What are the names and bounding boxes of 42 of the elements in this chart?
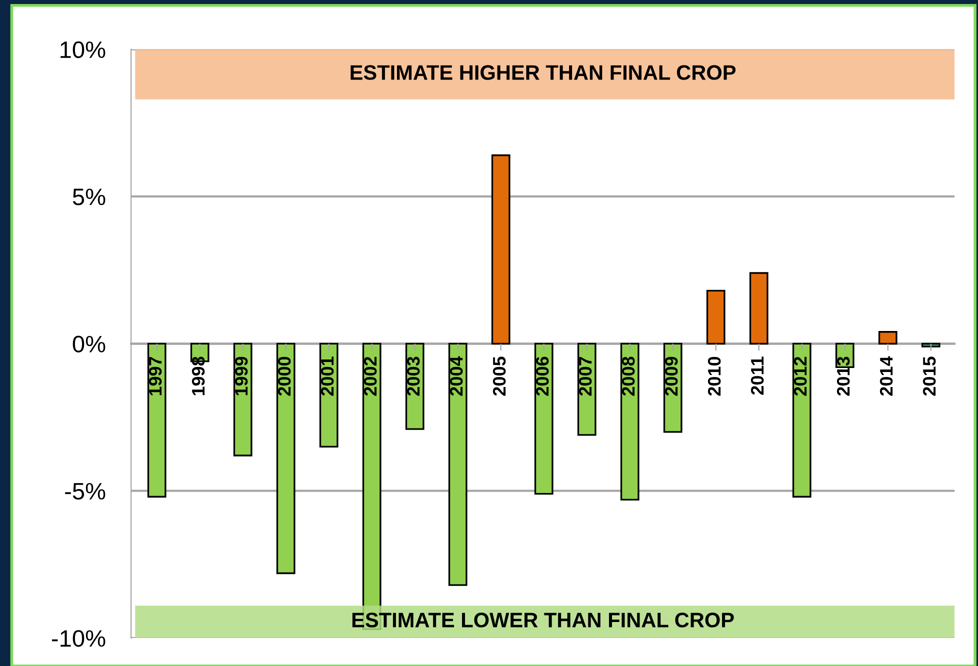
bar bbox=[749, 272, 768, 344]
x-tick-label: 1997 bbox=[148, 356, 162, 396]
bar bbox=[663, 342, 682, 433]
bar bbox=[276, 342, 296, 574]
bar bbox=[233, 342, 252, 456]
x-tick-label: 1998 bbox=[192, 356, 205, 396]
x-tick-label: 2004 bbox=[450, 356, 463, 396]
bar bbox=[921, 342, 940, 348]
x-tick-label: 2010 bbox=[708, 356, 721, 396]
x-tick-label: 1999 bbox=[234, 356, 248, 396]
x-tick-label: 2013 bbox=[836, 356, 850, 396]
bar bbox=[577, 342, 596, 436]
bar bbox=[620, 342, 640, 501]
y-tick-label: 10% bbox=[60, 41, 106, 58]
bar bbox=[792, 342, 812, 498]
x-tick-label: 2011 bbox=[750, 356, 764, 395]
y-tick-label: -10% bbox=[52, 630, 106, 647]
x-tick-label: 2000 bbox=[278, 356, 291, 396]
x-tick-label: 2007 bbox=[578, 356, 592, 396]
x-tick-label: 2005 bbox=[492, 356, 506, 396]
bar bbox=[534, 342, 554, 495]
y-tick-label: -5% bbox=[65, 483, 106, 500]
bar bbox=[147, 342, 166, 498]
x-tick-label: 2009 bbox=[664, 356, 678, 396]
x-tick-label: 2015 bbox=[922, 356, 936, 396]
x-tick-label: 2003 bbox=[406, 356, 420, 396]
x-tick-label: 2014 bbox=[880, 356, 893, 396]
y-tick-label: 5% bbox=[72, 188, 106, 206]
bar bbox=[448, 342, 468, 586]
band-label: ESTIMATE HIGHER THAN FINAL CROP bbox=[350, 65, 736, 80]
x-tick-label: 2008 bbox=[622, 356, 635, 396]
bar bbox=[491, 154, 510, 344]
bar bbox=[878, 331, 898, 344]
x-tick-label: 2002 bbox=[364, 356, 377, 396]
y-tick-label: 0% bbox=[72, 336, 106, 352]
bar bbox=[319, 342, 338, 448]
x-tick-label: 2012 bbox=[794, 356, 807, 396]
x-tick-label: 2006 bbox=[536, 356, 549, 396]
band-label: ESTIMATE LOWER THAN FINAL CROP bbox=[352, 612, 734, 628]
bar bbox=[405, 342, 424, 430]
x-tick-label: 2001 bbox=[320, 356, 334, 396]
bar bbox=[706, 290, 726, 344]
